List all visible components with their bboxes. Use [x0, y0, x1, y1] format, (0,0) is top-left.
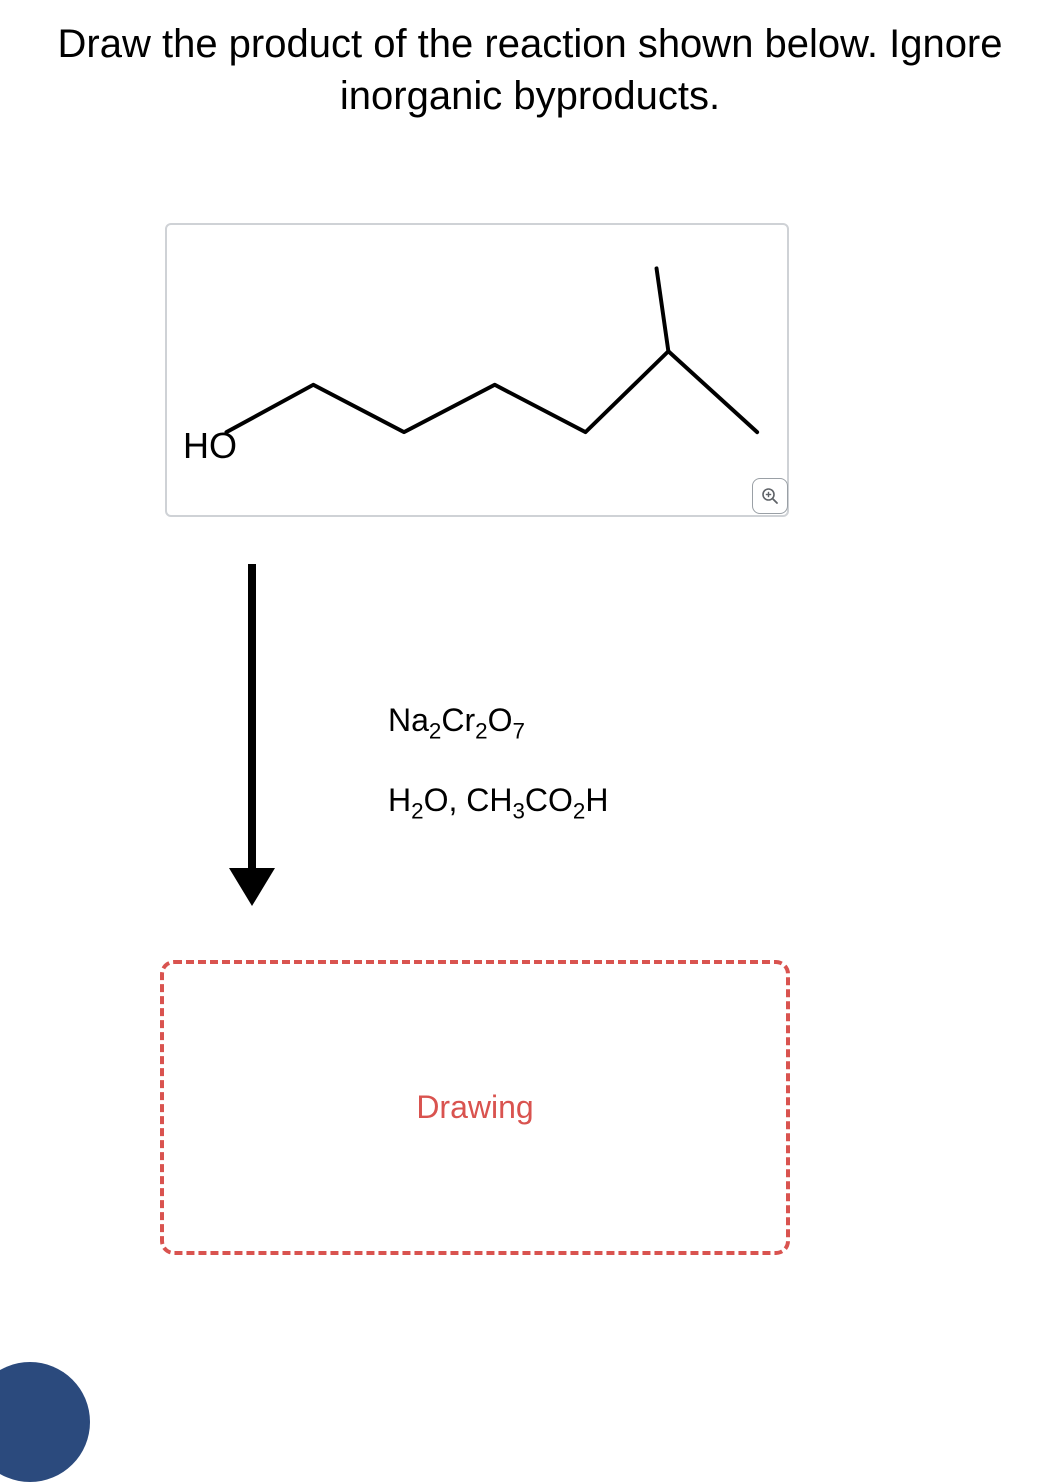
drawing-placeholder-label: Drawing: [416, 1089, 533, 1126]
page-title: Draw the product of the reaction shown b…: [0, 0, 1060, 122]
product-drawing-area[interactable]: Drawing: [160, 960, 790, 1255]
zoom-button[interactable]: [752, 478, 788, 514]
reaction-arrow: [222, 560, 282, 910]
hydroxyl-label: HO: [183, 425, 237, 467]
reagents-text: Na2Cr2O7 H2O, CH3CO2H: [388, 680, 608, 840]
magnifier-icon: [760, 486, 780, 506]
reagent-line-2: H2O, CH3CO2H: [388, 760, 608, 840]
reagent-line-1: Na2Cr2O7: [388, 680, 608, 760]
decorative-circle: [0, 1362, 90, 1482]
reactant-structure-box[interactable]: HO: [165, 223, 789, 517]
reactant-molecule: [167, 225, 787, 515]
